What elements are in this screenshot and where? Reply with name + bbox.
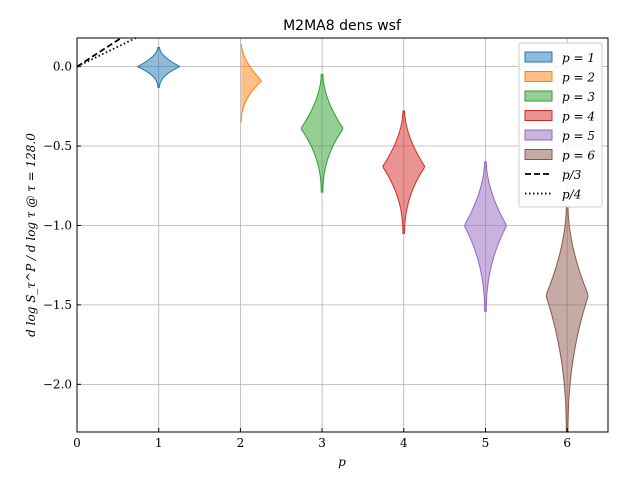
x-tick-label: 5 [482, 436, 490, 450]
y-ticks: 0.0 −0.5 −1.0 −1.5 −2.0 [43, 60, 81, 391]
legend-label: p/3 [562, 168, 582, 182]
x-axis-label: p [338, 455, 346, 469]
legend-label: p/4 [562, 188, 581, 202]
legend-label: p = 6 [562, 149, 595, 163]
x-tick-label: 3 [318, 436, 326, 450]
x-tick-label: 0 [73, 436, 81, 450]
legend-swatch [524, 149, 553, 160]
violin-p4 [382, 110, 426, 234]
y-tick-label: −2.0 [43, 377, 72, 391]
x-ticks: 0 1 2 3 4 5 6 [73, 428, 571, 450]
violin-p6 [545, 205, 589, 433]
ref-line-dashed [76, 37, 122, 68]
y-tick-label: −0.5 [43, 139, 72, 153]
y-axis-label: d log S_τ^P / d log τ @ τ = 128.0 [24, 133, 38, 337]
reference-lines [76, 37, 137, 68]
violin-p2 [240, 44, 262, 123]
legend: p = 1 p = 2 p = 3 p = 4 p = 5 p = 6 p/3 p/4 [518, 42, 603, 208]
chart-title: M2MA8 dens wsf [283, 18, 402, 34]
legend-label: p = 2 [562, 71, 595, 85]
legend-label: p = 3 [562, 90, 595, 104]
legend-swatch [524, 129, 553, 141]
y-tick-label: −1.5 [43, 298, 72, 312]
x-tick-label: 4 [400, 436, 408, 450]
violin-p5 [464, 161, 507, 312]
violin-p3 [300, 74, 344, 193]
plot-frame [76, 37, 609, 433]
y-tick-label: 0.0 [53, 60, 72, 74]
legend-swatch [524, 71, 553, 82]
legend-label: p = 5 [562, 129, 595, 143]
violins [136, 44, 589, 433]
y-tick-label: −1.0 [43, 218, 72, 232]
x-tick-label: 6 [563, 436, 571, 450]
legend-label: p = 1 [562, 51, 595, 65]
legend-box [518, 42, 603, 208]
x-tick-label: 2 [237, 436, 245, 450]
legend-swatch [524, 51, 553, 63]
legend-swatch [524, 110, 553, 121]
x-tick-label: 1 [155, 436, 163, 450]
legend-label: p = 4 [562, 110, 595, 124]
violin-p1 [136, 47, 181, 88]
ref-line-dotted [76, 37, 137, 68]
legend-swatch [524, 90, 553, 102]
